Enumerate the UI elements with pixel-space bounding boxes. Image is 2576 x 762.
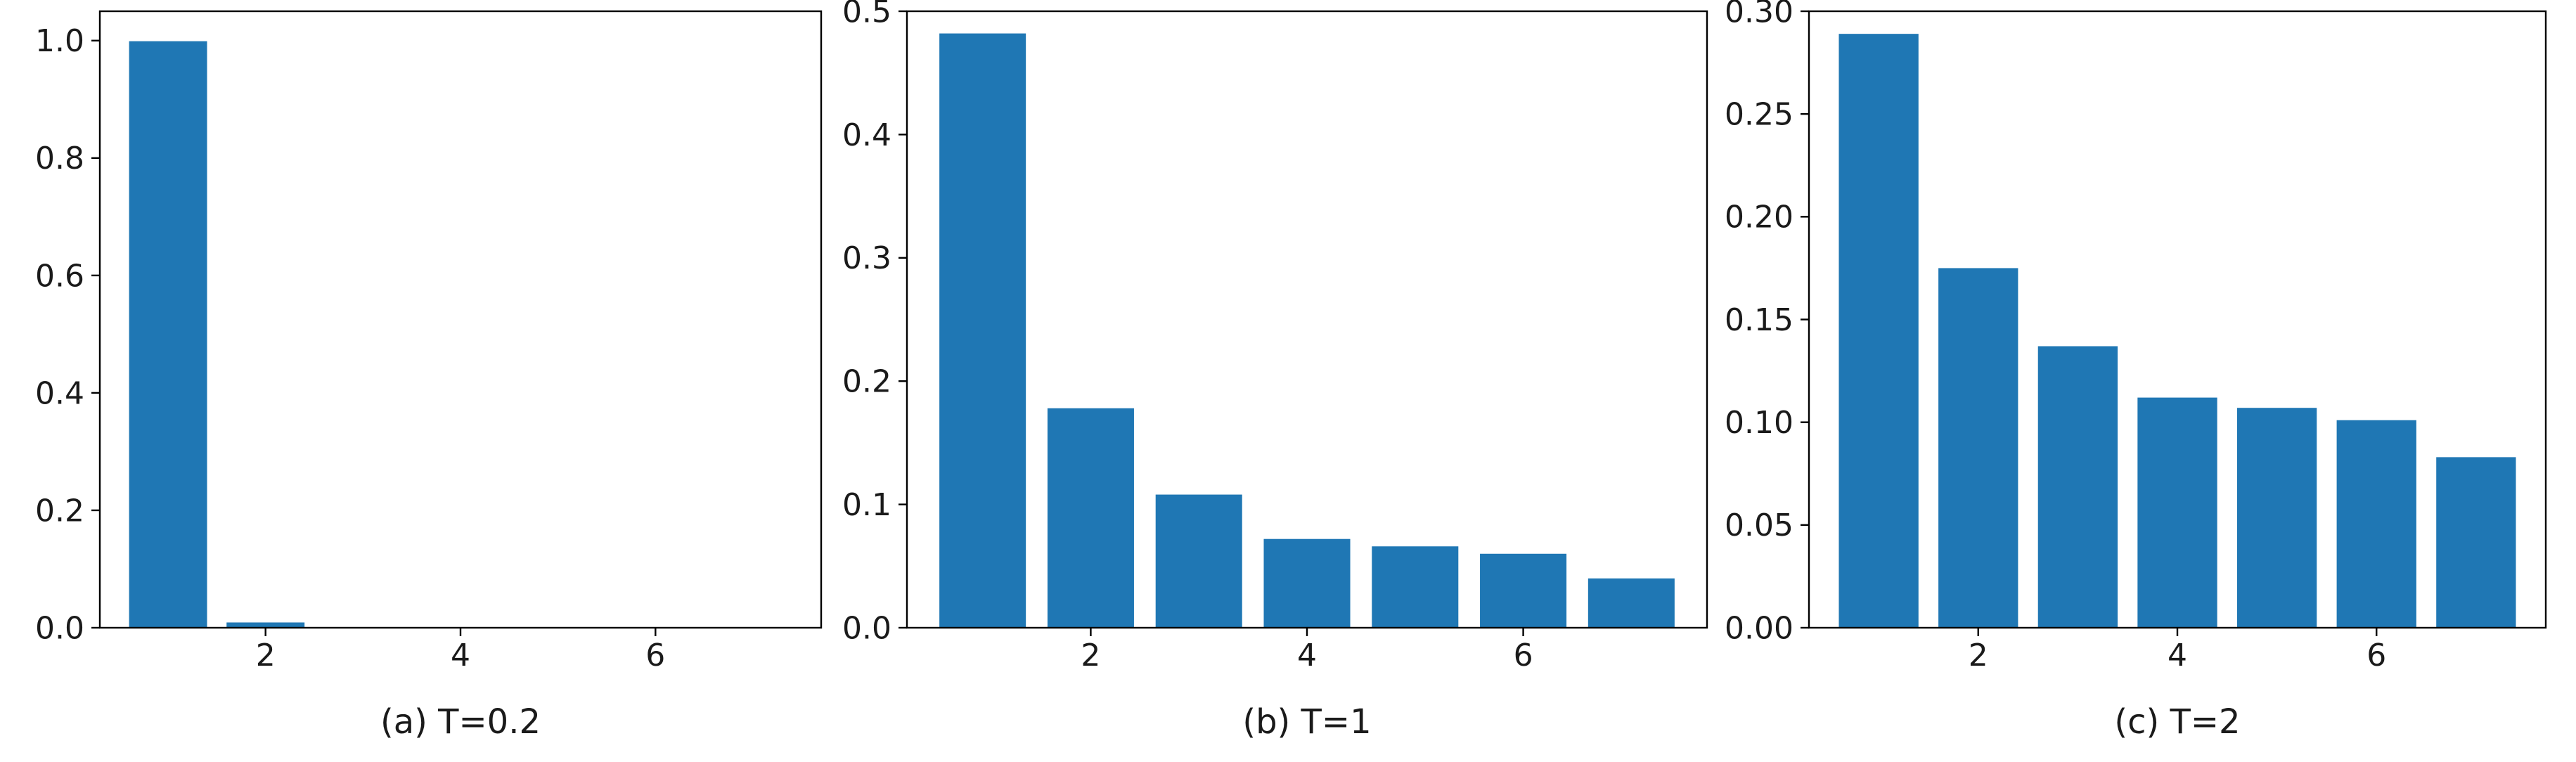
y-tick-label: 0.3 [842,240,891,276]
x-tick-label: 2 [1969,638,1988,673]
bar-2 [1047,408,1134,628]
bar-3 [2037,346,2118,628]
bar-6 [1480,553,1567,628]
y-tick-label: 0.05 [1725,508,1793,543]
y-tick-label: 0.2 [842,364,891,400]
panel-a: 0.0 0.2 0.4 0.6 0.8 1.0 2 4 6 (a) T=0.2 [35,10,823,742]
x-tick-label: 6 [2366,638,2386,673]
bar-5 [1372,546,1459,628]
axes-frame [906,10,1708,629]
bar-3 [1155,494,1242,628]
y-tick-label: 1.0 [35,23,84,59]
x-tick-label: 4 [2168,638,2187,673]
panel-caption: (c) T=2 [2114,702,2240,742]
y-tick-label: 0.00 [1725,610,1793,646]
y-tick-label: 0.4 [842,117,891,153]
bar-1 [1838,34,1919,628]
x-tick-label: 2 [1081,638,1100,673]
y-tick-label: 0.30 [1725,0,1793,30]
bar-1 [939,33,1026,628]
bar-5 [2236,408,2317,628]
y-tick-label: 0.4 [35,375,84,411]
x-tick-label: 6 [1514,638,1533,673]
x-tick-label: 6 [645,638,665,673]
bar-4 [1263,538,1351,628]
y-tick-label: 0.0 [35,610,84,646]
bar-6 [2336,420,2416,628]
y-tick-label: 0.25 [1725,97,1793,133]
y-tick-label: 0.10 [1725,405,1793,441]
bar-4 [2137,397,2217,628]
panel-c: 0.00 0.05 0.10 0.15 0.20 0.25 0.30 2 4 6 (c) T=2 [1725,0,2547,742]
x-tick-label: 2 [256,638,276,673]
x-tick-label: 4 [451,638,470,673]
axes-frame [98,10,823,629]
y-tick-label: 0.8 [35,141,84,176]
bar-7 [1588,578,1675,628]
panel-caption: (a) T=0.2 [380,702,541,742]
panel-caption: (b) T=1 [1242,702,1371,742]
x-tick-label: 4 [1297,638,1317,673]
bar-2 [226,622,305,628]
y-tick-label: 0.0 [842,610,891,646]
y-tick-label: 0.2 [35,493,84,529]
y-tick-label: 0.15 [1725,302,1793,338]
panel-b: 0.0 0.1 0.2 0.3 0.4 0.5 2 4 6 (b) T=1 [842,0,1708,742]
y-tick-label: 0.20 [1725,200,1793,235]
y-tick-label: 0.6 [35,258,84,294]
bar-2 [1938,268,2018,628]
bar-7 [2436,457,2516,628]
y-tick-label: 0.1 [842,487,891,523]
bar-1 [129,41,207,628]
y-tick-label: 0.5 [842,0,891,30]
